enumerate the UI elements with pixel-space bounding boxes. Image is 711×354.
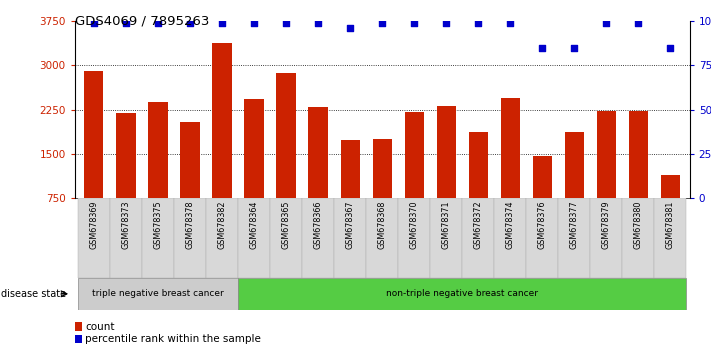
Text: GSM678376: GSM678376	[538, 201, 547, 249]
Text: count: count	[85, 322, 114, 332]
Bar	[206, 198, 238, 278]
Text: GSM678374: GSM678374	[506, 201, 515, 249]
Bar	[661, 175, 680, 242]
Bar	[366, 198, 398, 278]
Bar	[302, 198, 334, 278]
Text: GDS4069 / 7895263: GDS4069 / 7895263	[75, 14, 209, 27]
Point	[441, 20, 452, 26]
Bar	[245, 99, 264, 242]
Bar	[334, 198, 366, 278]
Bar	[629, 111, 648, 242]
Bar	[174, 198, 206, 278]
Bar	[238, 278, 686, 310]
Point	[248, 20, 260, 26]
Text: GSM678382: GSM678382	[218, 201, 227, 249]
Point	[152, 20, 164, 26]
Bar	[149, 102, 168, 242]
Text: triple negative breast cancer: triple negative breast cancer	[92, 289, 224, 298]
Bar	[78, 278, 238, 310]
Text: GSM678380: GSM678380	[634, 201, 643, 249]
Bar	[110, 198, 142, 278]
Text: GSM678370: GSM678370	[410, 201, 419, 249]
Bar	[142, 198, 174, 278]
Text: GSM678379: GSM678379	[602, 201, 611, 249]
Text: GSM678364: GSM678364	[250, 201, 259, 249]
Bar	[565, 132, 584, 242]
Bar	[462, 198, 494, 278]
Bar	[654, 198, 686, 278]
Bar	[117, 113, 136, 242]
Point	[473, 20, 484, 26]
Bar	[405, 112, 424, 242]
Bar	[85, 72, 104, 242]
Point	[120, 20, 132, 26]
Bar	[469, 132, 488, 242]
Point	[665, 45, 676, 51]
Bar	[494, 198, 526, 278]
Text: GSM678369: GSM678369	[90, 201, 98, 249]
Bar	[437, 106, 456, 242]
Point	[409, 20, 420, 26]
Point	[344, 25, 356, 31]
Text: GSM678377: GSM678377	[570, 201, 579, 249]
Bar	[309, 107, 328, 242]
Bar	[238, 198, 270, 278]
Bar	[590, 198, 622, 278]
Bar	[430, 198, 462, 278]
Bar	[398, 198, 430, 278]
Bar	[213, 43, 232, 242]
Text: GSM678366: GSM678366	[314, 201, 323, 249]
Point	[601, 20, 612, 26]
Text: non-triple negative breast cancer: non-triple negative breast cancer	[386, 289, 538, 298]
Bar	[270, 198, 302, 278]
Bar	[501, 98, 520, 242]
Bar	[78, 198, 110, 278]
Text: GSM678373: GSM678373	[122, 201, 130, 249]
Point	[184, 20, 196, 26]
Text: GSM678378: GSM678378	[186, 201, 195, 249]
Bar	[558, 198, 590, 278]
Bar	[277, 73, 296, 242]
Text: GSM678365: GSM678365	[282, 201, 291, 249]
Bar	[533, 156, 552, 242]
Point	[377, 20, 388, 26]
Text: GSM678372: GSM678372	[474, 201, 483, 249]
Text: GSM678381: GSM678381	[666, 201, 675, 249]
Point	[312, 20, 324, 26]
Point	[537, 45, 548, 51]
Point	[505, 20, 516, 26]
Bar	[622, 198, 654, 278]
Text: GSM678371: GSM678371	[442, 201, 451, 249]
Point	[569, 45, 580, 51]
Text: disease state: disease state	[1, 289, 67, 299]
Point	[88, 20, 100, 26]
Bar	[526, 198, 558, 278]
Bar	[181, 121, 200, 242]
Point	[633, 20, 644, 26]
Text: GSM678375: GSM678375	[154, 201, 162, 249]
Text: GSM678368: GSM678368	[378, 201, 387, 249]
Text: GSM678367: GSM678367	[346, 201, 355, 249]
Text: percentile rank within the sample: percentile rank within the sample	[85, 334, 261, 344]
Point	[216, 20, 228, 26]
Bar	[597, 111, 616, 242]
Bar	[373, 139, 392, 242]
Point	[280, 20, 292, 26]
Bar	[341, 141, 360, 242]
